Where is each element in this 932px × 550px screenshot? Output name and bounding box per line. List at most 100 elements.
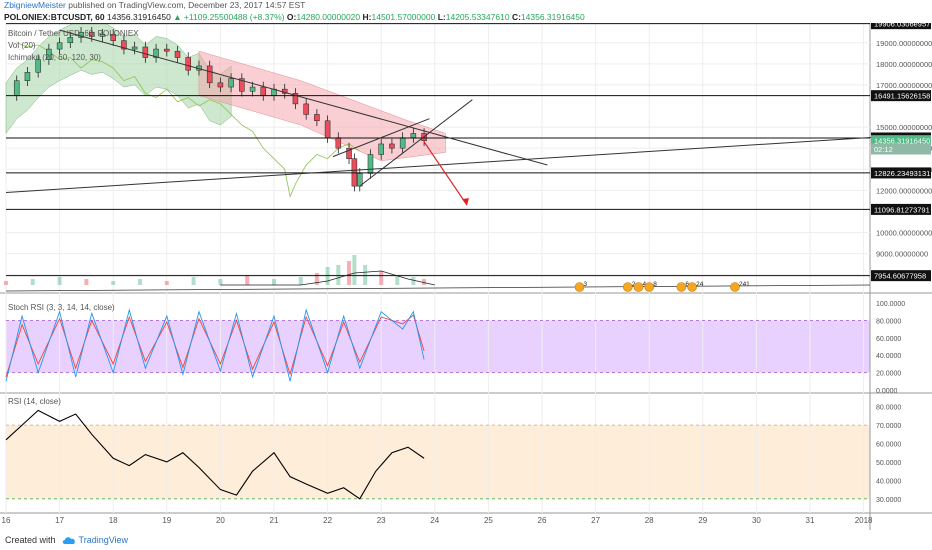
candle-body bbox=[13, 80, 20, 96]
candle bbox=[185, 52, 191, 76]
candle-body bbox=[249, 86, 256, 92]
candle-body bbox=[239, 78, 245, 92]
event-count: 4 bbox=[642, 281, 646, 288]
volume-bar bbox=[57, 277, 62, 285]
candle bbox=[346, 142, 352, 164]
price-tick-label: 17000.00000000 bbox=[876, 81, 932, 90]
projection-arrow-line bbox=[423, 141, 468, 206]
candle-body bbox=[351, 158, 358, 187]
rsi-tick-label: 60.0000 bbox=[876, 442, 901, 449]
volume-bar bbox=[314, 273, 319, 285]
x-tick-label: 25 bbox=[484, 516, 493, 525]
price-tick-label: 19000.00000000 bbox=[876, 39, 932, 48]
open-label: O: bbox=[286, 12, 297, 22]
wedge-lower-line bbox=[359, 99, 473, 187]
candle-body bbox=[131, 46, 138, 50]
x-tick-label: 16 bbox=[2, 516, 11, 525]
candle-body bbox=[399, 137, 406, 149]
ohlc-line: POLONIEX:BTCUSDT, 60 14356.31916450 ▲ +1… bbox=[4, 12, 585, 23]
x-tick-label: 31 bbox=[806, 516, 815, 525]
candle bbox=[351, 153, 358, 192]
candle-body bbox=[228, 78, 234, 88]
level-label: 7954.60677958 bbox=[874, 272, 926, 281]
event-count: 241 bbox=[739, 281, 750, 288]
candle-body bbox=[121, 40, 127, 50]
legend-volume: Vol (20) bbox=[8, 41, 36, 50]
ichimoku-cloud-bearish bbox=[198, 50, 446, 162]
candle-body bbox=[206, 65, 213, 84]
stoch-band bbox=[6, 320, 870, 373]
candle-body bbox=[324, 120, 331, 138]
candle-body bbox=[346, 147, 352, 159]
created-with-label: Created with bbox=[5, 535, 56, 545]
close-label: C: bbox=[511, 12, 521, 22]
event-bubble bbox=[622, 282, 633, 292]
candle-body bbox=[89, 31, 95, 37]
price-tick-label: 10000.00000000 bbox=[876, 229, 932, 238]
legend-title: Bitcoin / Tether USD, 60, POLONIEX bbox=[8, 29, 139, 38]
volume-bar bbox=[30, 279, 35, 285]
footer: Created with TradingView bbox=[0, 530, 932, 550]
legend-stoch-rsi: Stoch RSI (3, 3, 14, 14, close) bbox=[8, 303, 115, 312]
candle bbox=[153, 43, 159, 63]
level-label: 02:12 bbox=[874, 145, 893, 154]
x-tick-label: 2018 bbox=[855, 516, 873, 525]
tradingview-brand-link[interactable]: TradingView bbox=[78, 535, 129, 545]
candle bbox=[303, 98, 309, 120]
candle bbox=[131, 41, 138, 55]
x-tick-label: 28 bbox=[645, 516, 654, 525]
x-tick-label: 20 bbox=[216, 516, 225, 525]
price-change: ▲ +1109.25500488 (+8.37%) bbox=[173, 12, 285, 22]
rsi-band bbox=[6, 425, 870, 499]
level-label-box bbox=[871, 203, 931, 215]
volume-bar bbox=[336, 265, 341, 285]
volume-bar bbox=[422, 279, 427, 285]
candle bbox=[228, 73, 234, 93]
stoch-tick-label: 80.0000 bbox=[876, 318, 901, 325]
event-marker: 6 bbox=[676, 281, 689, 292]
event-marker: 2 bbox=[622, 281, 636, 292]
candle bbox=[35, 54, 41, 78]
stoch-tick-label: 60.0000 bbox=[876, 336, 901, 343]
event-bubble bbox=[633, 282, 644, 292]
volume-bar bbox=[272, 279, 276, 285]
candle-body bbox=[367, 154, 374, 174]
stoch-k-line bbox=[5, 308, 425, 382]
candle-body bbox=[46, 48, 52, 60]
level-label-box bbox=[871, 167, 931, 179]
x-tick-label: 19 bbox=[162, 516, 171, 525]
volume-bar bbox=[164, 281, 169, 285]
projection-arrow-head bbox=[461, 198, 469, 206]
candle bbox=[378, 138, 384, 160]
event-bubble bbox=[687, 282, 697, 292]
level-label-box bbox=[871, 270, 931, 282]
event-bubble bbox=[730, 282, 740, 292]
event-marker: 3 bbox=[574, 281, 588, 292]
close-value: 14356.31916450 bbox=[520, 12, 585, 22]
author-link[interactable]: ZbigniewMeister bbox=[4, 0, 66, 10]
open-value: 14280.00000020 bbox=[296, 12, 361, 22]
stoch-tick-label: 20.0000 bbox=[876, 371, 901, 378]
rsi-tick-label: 40.0000 bbox=[876, 478, 901, 485]
event-marker: 241 bbox=[730, 281, 750, 292]
x-tick-label: 27 bbox=[591, 516, 600, 525]
volume-bar bbox=[84, 279, 89, 285]
candle-body bbox=[99, 34, 106, 37]
candle-body bbox=[410, 133, 417, 138]
event-bubble bbox=[676, 282, 687, 292]
candle-body bbox=[217, 82, 224, 88]
candle bbox=[174, 45, 181, 63]
candle bbox=[292, 88, 299, 110]
level-label: 11096.81273791 bbox=[874, 205, 930, 214]
x-tick-label: 22 bbox=[323, 516, 332, 525]
wedge-upper-line bbox=[332, 118, 430, 158]
volume-bar bbox=[347, 261, 352, 285]
candle bbox=[56, 37, 63, 55]
x-tick-label: 17 bbox=[55, 516, 64, 525]
x-tick-label: 18 bbox=[109, 516, 118, 525]
candle bbox=[206, 60, 213, 89]
chart-canvas[interactable]: 3 2 4 8 6 24 241 16 17 18 19 20 21 22 23 24 25 26 27 28 29 3… bbox=[0, 23, 932, 530]
volume-bar bbox=[191, 277, 196, 285]
candle-body bbox=[56, 42, 63, 50]
candle-body bbox=[303, 103, 309, 115]
